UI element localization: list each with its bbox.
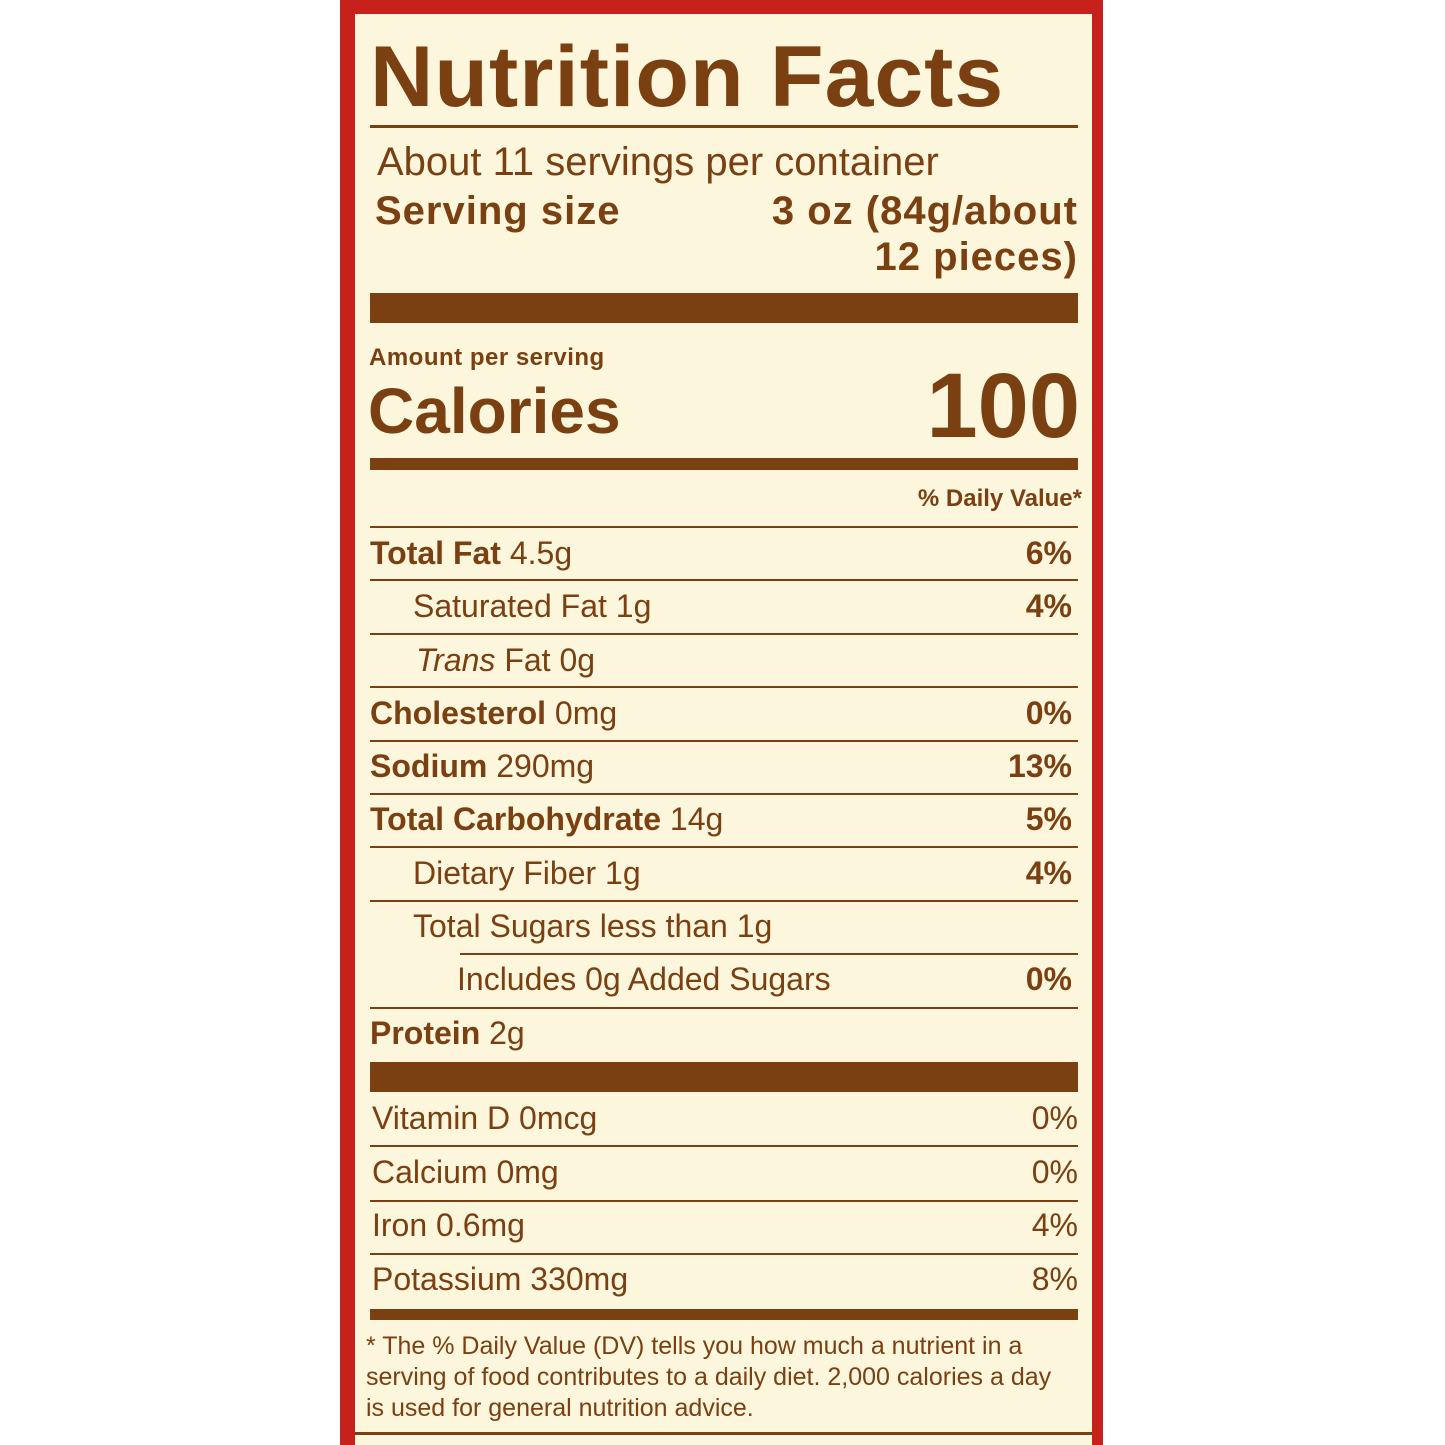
row-divider xyxy=(370,579,1078,581)
row-divider xyxy=(370,1253,1078,1255)
vitamin-dv: 4% xyxy=(1031,1207,1078,1243)
nutrient-name: Trans xyxy=(416,642,496,678)
thick-divider xyxy=(370,1062,1078,1092)
nutrient-name: Dietary Fiber 1g xyxy=(413,855,641,891)
nutrient-amount: 290mg xyxy=(496,748,595,784)
nutrient-row-total-fat: Total Fat 4.5g 6% xyxy=(370,535,1072,575)
vitamin-row-iron: Iron 0.6mg 4% xyxy=(370,1207,1078,1247)
vitamin-row-calcium: Calcium 0mg 0% xyxy=(370,1154,1078,1194)
nutrient-amount: Fat 0g xyxy=(504,642,596,678)
vitamin-name: Potassium 330mg xyxy=(372,1261,629,1297)
nutrient-amount: 4.5g xyxy=(509,535,573,571)
vitamin-row-potassium: Potassium 330mg 8% xyxy=(370,1261,1078,1301)
nutrient-name: Total Sugars less than 1g xyxy=(413,908,773,944)
serving-size-label: Serving size xyxy=(375,189,621,233)
calories-label: Calories xyxy=(368,375,621,447)
vitamin-dv: 8% xyxy=(1031,1261,1078,1297)
nutrient-dv: 4% xyxy=(1025,588,1072,624)
vitamin-name: Calcium 0mg xyxy=(372,1154,559,1190)
row-divider xyxy=(370,1200,1078,1202)
row-divider xyxy=(370,740,1078,742)
nutrient-name: Total Fat xyxy=(370,535,501,571)
nutrient-row-protein: Protein 2g xyxy=(370,1015,1072,1055)
nutrient-dv: 6% xyxy=(1025,535,1072,571)
nutrient-row-total-carbohydrate: Total Carbohydrate 14g 5% xyxy=(370,801,1072,841)
nutrient-dv: 0% xyxy=(1025,695,1072,731)
nutrient-dv: 4% xyxy=(1025,855,1072,891)
row-divider xyxy=(370,846,1078,848)
vitamin-name: Vitamin D 0mcg xyxy=(372,1100,598,1136)
row-divider xyxy=(370,1145,1078,1147)
row-divider xyxy=(370,793,1078,795)
serving-size-value-2: 12 pieces) xyxy=(874,235,1078,279)
serving-size-value-1: 3 oz (84g/about xyxy=(771,189,1078,233)
nutrient-dv: 13% xyxy=(1007,748,1072,784)
medium-divider xyxy=(370,458,1078,470)
row-divider xyxy=(370,900,1078,902)
nutrition-label-panel xyxy=(355,14,1092,1445)
row-divider xyxy=(370,1007,1078,1009)
thick-divider xyxy=(370,293,1078,323)
vitamin-name: Iron 0.6mg xyxy=(372,1207,525,1243)
label-title: Nutrition Facts xyxy=(370,29,1005,125)
nutrient-name: Includes 0g Added Sugars xyxy=(457,961,831,997)
nutrient-name: Saturated Fat 1g xyxy=(413,588,652,624)
nutrient-name: Protein xyxy=(370,1015,481,1051)
amount-per-serving: Amount per serving xyxy=(369,344,605,371)
nutrient-name: Total Carbohydrate xyxy=(370,801,661,837)
daily-value-header: % Daily Value* xyxy=(917,485,1082,512)
vitamin-dv: 0% xyxy=(1031,1100,1078,1136)
nutrient-row-added-sugars: Includes 0g Added Sugars 0% xyxy=(370,961,1072,1001)
nutrient-row-total-sugars: Total Sugars less than 1g xyxy=(370,908,1072,948)
nutrient-row-cholesterol: Cholesterol 0mg 0% xyxy=(370,695,1072,735)
vitamin-dv: 0% xyxy=(1031,1154,1078,1190)
nutrient-row-sodium: Sodium 290mg 13% xyxy=(370,748,1072,788)
nutrient-row-dietary-fiber: Dietary Fiber 1g 4% xyxy=(370,855,1072,895)
nutrient-name: Sodium xyxy=(370,748,488,784)
medium-divider xyxy=(370,1309,1078,1320)
nutrient-row-trans-fat: Trans Fat 0g xyxy=(370,642,1072,682)
bottom-divider xyxy=(355,1432,1092,1435)
row-divider xyxy=(370,686,1078,688)
vitamin-row-vitamin-d: Vitamin D 0mcg 0% xyxy=(370,1100,1078,1140)
nutrient-row-saturated-fat: Saturated Fat 1g 4% xyxy=(370,588,1072,628)
row-divider xyxy=(370,633,1078,635)
servings-per-container: About 11 servings per container xyxy=(377,140,939,184)
row-divider xyxy=(460,953,1078,955)
divider xyxy=(370,125,1078,128)
nutrient-amount: 0mg xyxy=(554,695,618,731)
row-divider xyxy=(370,526,1078,528)
calories-value: 100 xyxy=(926,355,1081,457)
nutrient-name: Cholesterol xyxy=(370,695,547,731)
nutrient-dv: 5% xyxy=(1025,801,1072,837)
footnote: * The % Daily Value (DV) tells you how m… xyxy=(366,1332,1052,1422)
nutrient-amount: 14g xyxy=(669,801,724,837)
nutrient-dv: 0% xyxy=(1025,961,1072,997)
nutrient-amount: 2g xyxy=(489,1015,525,1051)
